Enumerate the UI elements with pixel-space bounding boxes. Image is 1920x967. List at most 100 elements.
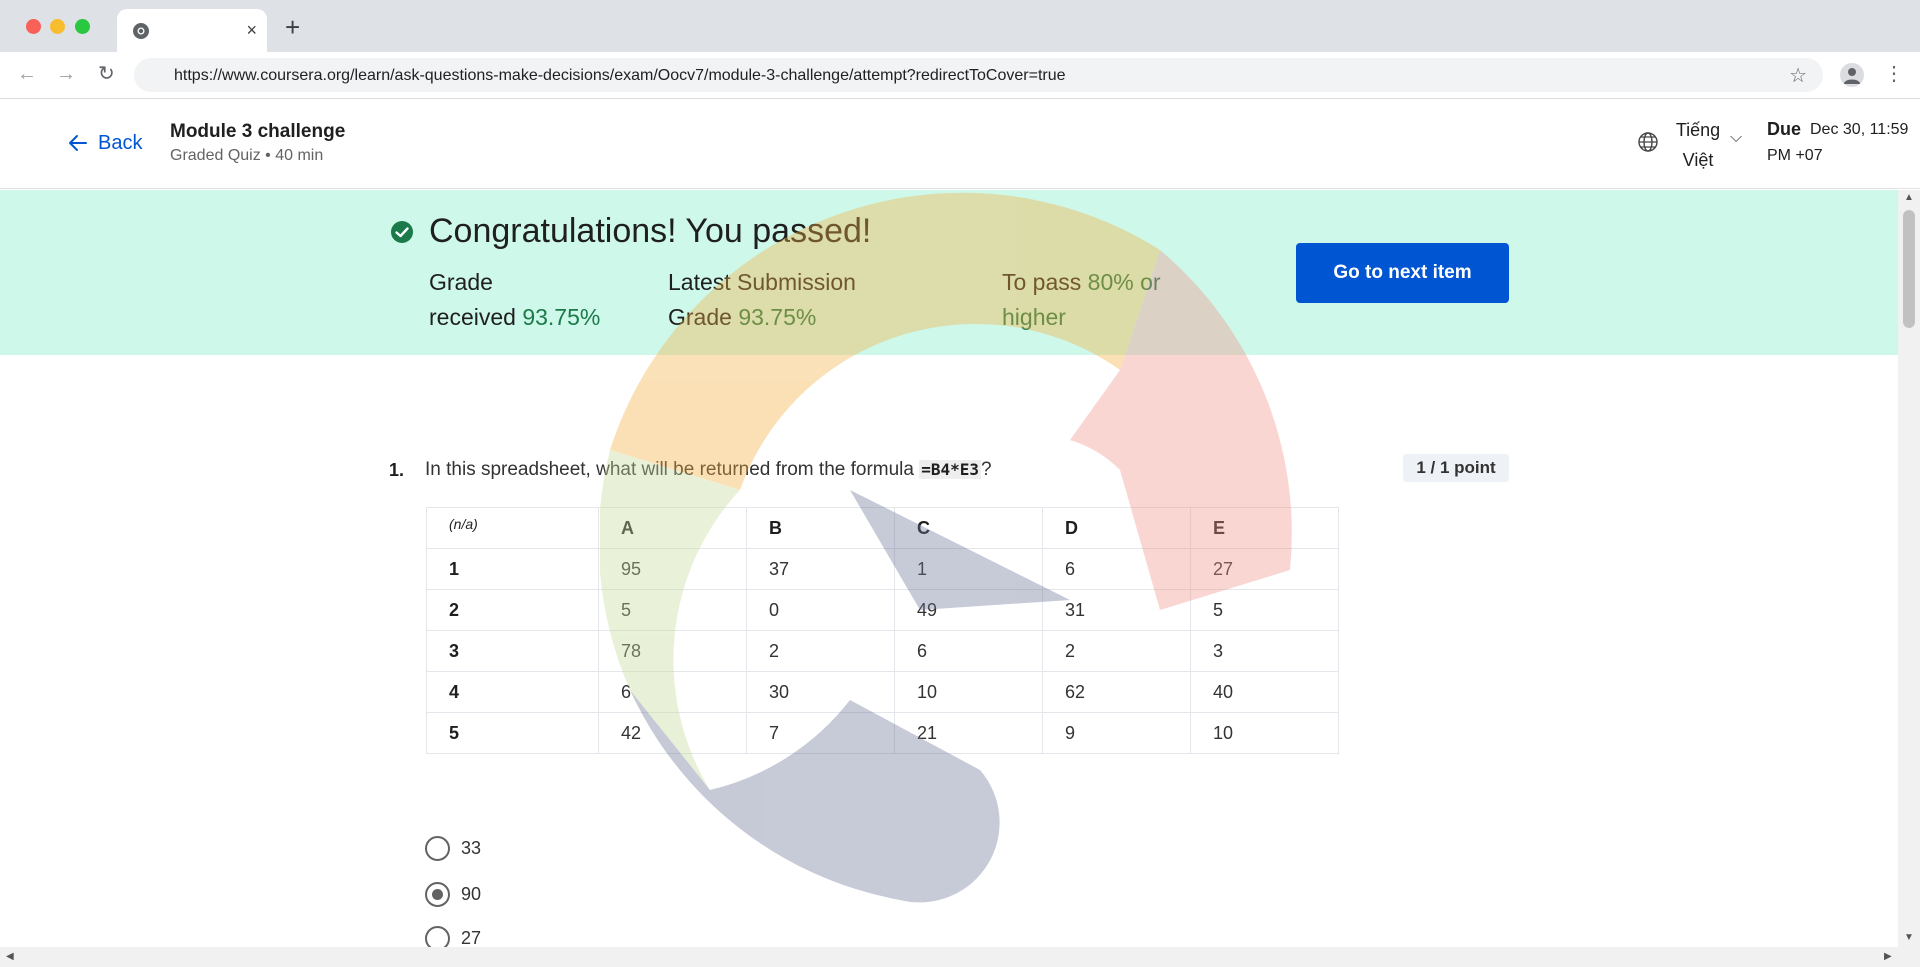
table-cell: 49 [894, 589, 1043, 631]
table-cell: 5 [1190, 589, 1339, 631]
tab-close-icon[interactable]: × [246, 20, 257, 40]
page-title: Module 3 challenge [170, 121, 346, 142]
scrollbar-thumb[interactable] [1903, 210, 1915, 328]
pass-threshold: To pass 80% or higher [1002, 265, 1202, 335]
latest-submission-grade: Latest Submission Grade 93.75% [668, 265, 908, 335]
row-header: 5 [426, 712, 599, 754]
language-line2: Việt [1682, 150, 1714, 170]
table-cell: 37 [746, 548, 895, 590]
scroll-up-arrow-icon[interactable]: ▲ [1904, 192, 1914, 203]
scroll-left-arrow-icon[interactable]: ◀ [6, 951, 14, 962]
table-cell: 5 [598, 589, 747, 631]
table-cell: 27 [1190, 548, 1339, 590]
table-cell: 10 [1190, 712, 1339, 754]
table-cell: 78 [598, 630, 747, 672]
question-text: In this spreadsheet, what will be return… [425, 459, 992, 481]
forward-arrow-icon[interactable]: → [56, 63, 76, 85]
question-text-before: In this spreadsheet, what will be return… [425, 459, 920, 480]
chrome-favicon-icon [133, 23, 149, 39]
pass-value: 80% or [1087, 269, 1161, 295]
table-row: 3 78 2 6 2 3 [426, 630, 1339, 672]
row-header: 1 [426, 548, 599, 590]
table-cell: 0 [746, 589, 895, 631]
scroll-right-arrow-icon[interactable]: ▶ [1884, 951, 1892, 962]
table-cell: 2 [746, 630, 895, 672]
table-header-row: (n/a) A B C D E [426, 507, 1339, 549]
check-circle-icon [391, 221, 413, 243]
row-header: 2 [426, 589, 599, 631]
profile-avatar[interactable] [1840, 63, 1864, 87]
latest-label-2: Grade [668, 304, 732, 330]
table-cell: 40 [1190, 671, 1339, 713]
quiz-header: Back Module 3 challenge Graded Quiz • 40… [0, 99, 1920, 189]
back-arrow-icon[interactable]: ← [17, 63, 37, 85]
maximize-window-button[interactable] [75, 19, 90, 34]
radio-button[interactable] [425, 836, 450, 861]
bookmark-star-icon[interactable]: ☆ [1789, 65, 1807, 87]
table-cell: 9 [1042, 712, 1191, 754]
answer-option[interactable]: 33 [425, 836, 481, 861]
back-label: Back [98, 131, 143, 154]
latest-value: 93.75% [738, 304, 817, 330]
column-header: C [894, 507, 1043, 549]
table-cell: 30 [746, 671, 895, 713]
browser-menu-icon[interactable]: ⋮ [1884, 63, 1904, 85]
browser-tab[interactable]: × [117, 9, 267, 52]
table-cell: 62 [1042, 671, 1191, 713]
vertical-scrollbar[interactable]: ▲ ▼ [1898, 190, 1920, 947]
row-header: 4 [426, 671, 599, 713]
option-label: 90 [461, 884, 482, 904]
question-text-after: ? [981, 459, 992, 480]
url-text[interactable]: https://www.coursera.org/learn/ask-quest… [174, 67, 1066, 84]
row-header: 3 [426, 630, 599, 672]
table-cell: 2 [1042, 630, 1191, 672]
table-cell: 31 [1042, 589, 1191, 631]
arrow-left-icon [69, 135, 87, 151]
language-line1: Tiếng [1675, 120, 1721, 140]
spreadsheet-table: (n/a) A B C D E 1 95 37 1 6 27 2 5 0 49 … [426, 507, 1339, 754]
due-date: Dec 30, 11:59 [1810, 121, 1909, 138]
congrats-title: Congratulations! You passed! [429, 212, 872, 250]
option-label: 33 [461, 838, 482, 858]
table-row: 1 95 37 1 6 27 [426, 548, 1339, 590]
table-row: 4 6 30 10 62 40 [426, 671, 1339, 713]
question-formula: =B4*E3 [919, 460, 982, 479]
table-cell: 6 [1042, 548, 1191, 590]
language-selector[interactable]: Tiếng Việt [1668, 115, 1728, 175]
points-badge: 1 / 1 point [1403, 454, 1509, 482]
pass-value-2: higher [1002, 304, 1066, 330]
table-row: 5 42 7 21 9 10 [426, 712, 1339, 754]
minimize-window-button[interactable] [50, 19, 65, 34]
table-cell: 3 [1190, 630, 1339, 672]
column-header: A [598, 507, 747, 549]
column-header: D [1042, 507, 1191, 549]
address-bar[interactable]: https://www.coursera.org/learn/ask-quest… [134, 58, 1823, 92]
reload-icon[interactable]: ↻ [98, 63, 115, 85]
scroll-down-arrow-icon[interactable]: ▼ [1904, 932, 1914, 943]
column-header: B [746, 507, 895, 549]
table-cell: 6 [598, 671, 747, 713]
browser-tabstrip: × + [0, 0, 1920, 52]
back-link[interactable]: Back [66, 131, 142, 155]
close-window-button[interactable] [26, 19, 41, 34]
pass-label: To pass [1002, 269, 1082, 295]
chevron-down-icon[interactable]: ⌵ [1730, 129, 1743, 146]
page-subtitle: Graded Quiz • 40 min [170, 147, 324, 164]
horizontal-scrollbar[interactable]: ◀ ▶ [0, 947, 1920, 967]
table-row: 2 5 0 49 31 5 [426, 589, 1339, 631]
radio-button-selected[interactable] [425, 882, 450, 907]
globe-icon [1638, 132, 1658, 152]
browser-toolbar: ← → ↻ https://www.coursera.org/learn/ask… [0, 52, 1920, 99]
table-cell: 1 [894, 548, 1043, 590]
passed-banner: Congratulations! You passed! Grade recei… [0, 190, 1898, 355]
new-tab-button[interactable]: + [285, 12, 301, 42]
answer-option[interactable]: 90 [425, 882, 481, 907]
table-cell: 10 [894, 671, 1043, 713]
person-icon [1844, 68, 1860, 84]
grade-label: Grade [429, 269, 493, 295]
latest-label: Latest Submission [668, 269, 856, 295]
next-item-button[interactable]: Go to next item [1296, 243, 1509, 303]
due-label: Due [1767, 119, 1802, 139]
table-cell: 21 [894, 712, 1043, 754]
question-number: 1. [389, 460, 405, 480]
